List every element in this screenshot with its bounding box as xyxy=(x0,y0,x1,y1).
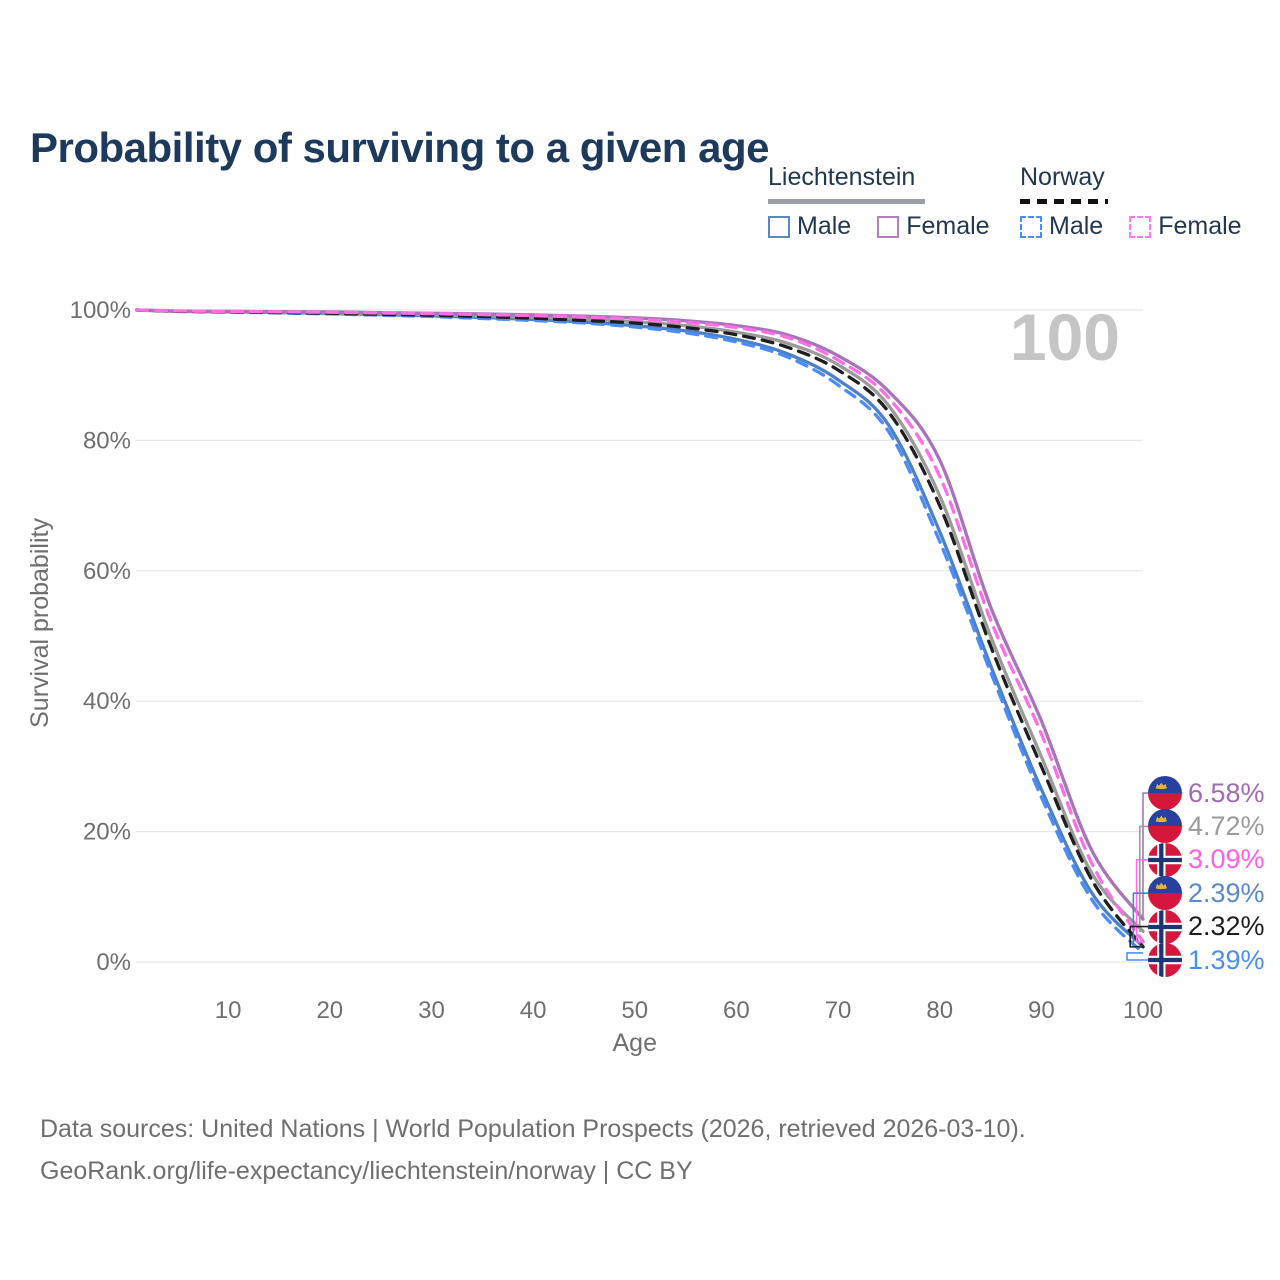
end-label-value: 2.39% xyxy=(1188,877,1265,908)
footer-line-2: GeoRank.org/life-expectancy/liechtenstei… xyxy=(40,1157,693,1185)
end-label-liechtenstein-female: 6.58% xyxy=(1148,776,1265,810)
liechtenstein-flag-icon xyxy=(1148,776,1182,810)
series-line-liechtenstein-female[interactable] xyxy=(135,308,1145,921)
end-label-value: 4.72% xyxy=(1188,810,1265,841)
x-tick-label-10: 10 xyxy=(215,997,242,1024)
x-tick-label-50: 50 xyxy=(621,997,648,1024)
legend-title-norway: Norway xyxy=(1020,163,1105,191)
legend-label: Female xyxy=(1158,212,1242,240)
age-100-watermark: 100 xyxy=(1010,300,1120,374)
connector-norway-female xyxy=(1135,859,1156,943)
end-label-liechtenstein-male: 2.39% xyxy=(1148,876,1265,910)
norway-flag-icon xyxy=(1148,910,1182,944)
y-tick-label-40: 40% xyxy=(83,688,131,715)
series-line-norway-female[interactable] xyxy=(135,308,1145,944)
legend-item-liechtenstein-male[interactable]: Male xyxy=(768,212,851,241)
y-axis-title: Survival probability xyxy=(26,518,54,728)
legend-label: Female xyxy=(906,212,990,240)
liechtenstein-female-swatch-icon xyxy=(877,215,900,238)
norway-male-swatch-icon xyxy=(1020,215,1042,238)
y-tick-label-20: 20% xyxy=(83,819,131,846)
end-label-norway-total: 2.32% xyxy=(1148,910,1265,944)
series-line-liechtenstein-male[interactable] xyxy=(135,308,1145,949)
series-line-norway-male[interactable] xyxy=(135,308,1145,955)
x-tick-label-80: 80 xyxy=(926,997,953,1024)
data-source-footer: Data sources: United Nations | World Pop… xyxy=(40,1108,1026,1192)
end-label-value: 6.58% xyxy=(1188,777,1265,808)
legend-item-norway-female[interactable]: Female xyxy=(1129,212,1242,241)
x-tick-label-30: 30 xyxy=(418,997,445,1024)
legend-group-liechtenstein: Liechtenstein Male Female xyxy=(768,163,990,241)
legend-group-norway: Norway Male Female xyxy=(1020,163,1242,241)
liechtenstein-flag-icon xyxy=(1148,876,1182,910)
end-label-value: 3.09% xyxy=(1188,844,1265,875)
series-line-norway-total[interactable] xyxy=(135,308,1145,949)
x-tick-label-40: 40 xyxy=(520,997,547,1024)
liechtenstein-flag-icon xyxy=(1148,809,1182,843)
page-title: Probability of surviving to a given age xyxy=(30,124,769,172)
x-tick-label-60: 60 xyxy=(723,997,750,1024)
connector-liechtenstein-total xyxy=(1139,825,1156,933)
y-tick-label-80: 80% xyxy=(83,427,131,454)
legend-item-liechtenstein-female[interactable]: Female xyxy=(877,212,990,241)
footer-line-1: Data sources: United Nations | World Pop… xyxy=(40,1115,1026,1143)
end-label-value: 1.39% xyxy=(1188,944,1265,975)
y-tick-label-0: 0% xyxy=(96,949,131,976)
end-label-norway-female: 3.09% xyxy=(1148,843,1265,877)
norway-line-sample xyxy=(1020,199,1108,204)
legend-item-norway-male[interactable]: Male xyxy=(1020,212,1103,241)
connector-norway-total xyxy=(1129,925,1156,948)
x-axis-title: Age xyxy=(613,1029,657,1057)
x-tick-label-20: 20 xyxy=(316,997,343,1024)
norway-flag-icon xyxy=(1148,843,1182,877)
legend-label: Male xyxy=(797,212,852,240)
connector-norway-male xyxy=(1126,952,1156,961)
legend-label: Male xyxy=(1049,212,1104,240)
end-label-liechtenstein-total: 4.72% xyxy=(1148,809,1265,843)
y-tick-label-100: 100% xyxy=(70,297,131,324)
x-tick-label-70: 70 xyxy=(825,997,852,1024)
legend-title-liechtenstein: Liechtenstein xyxy=(768,163,916,191)
liechtenstein-line-sample xyxy=(768,199,925,204)
norway-female-swatch-icon xyxy=(1129,215,1152,238)
x-tick-label-90: 90 xyxy=(1028,997,1055,1024)
norway-flag-icon xyxy=(1148,943,1182,977)
y-tick-label-60: 60% xyxy=(83,558,131,585)
x-tick-label-100: 100 xyxy=(1123,997,1163,1024)
liechtenstein-male-swatch-icon xyxy=(768,215,790,238)
end-label-norway-male: 1.39% xyxy=(1148,943,1265,977)
end-label-value: 2.32% xyxy=(1188,911,1265,942)
